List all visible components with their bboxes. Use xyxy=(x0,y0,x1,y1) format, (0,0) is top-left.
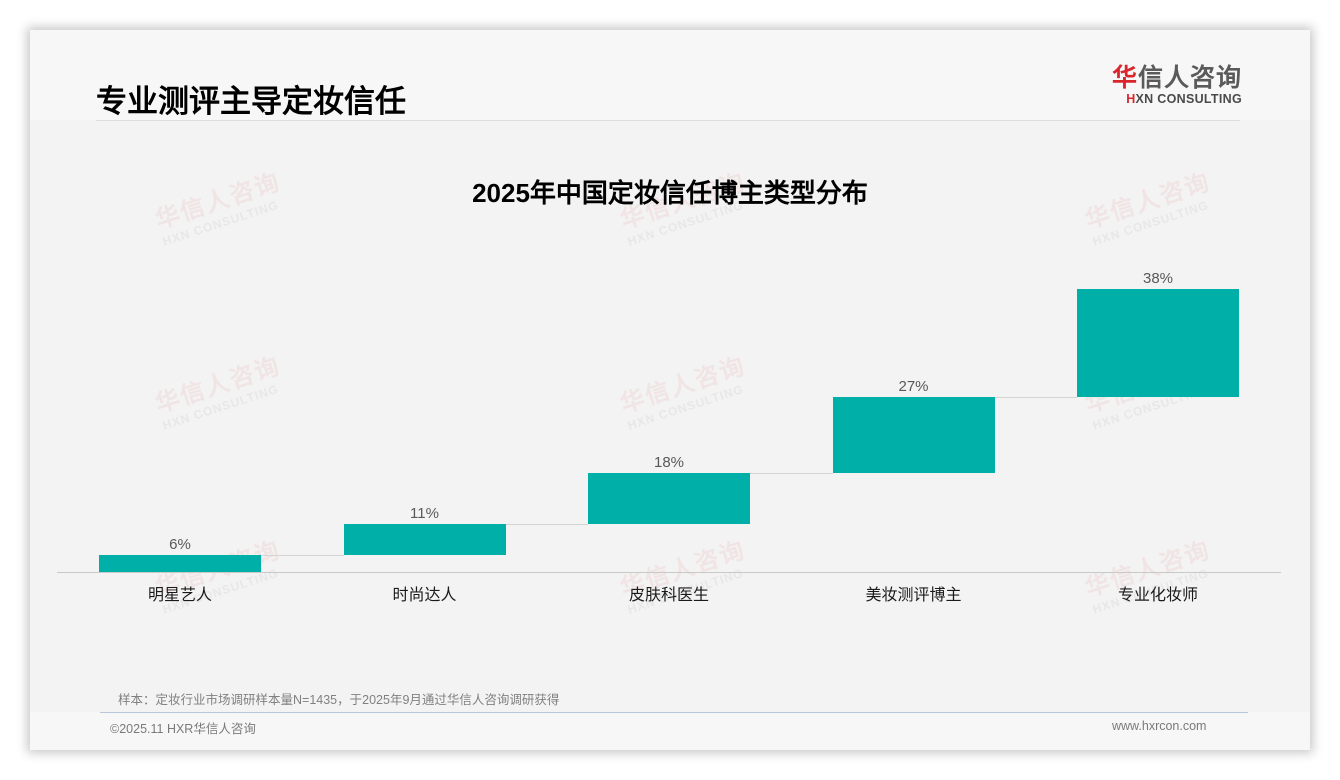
page-title: 专业测评主导定妆信任 xyxy=(96,84,406,119)
footer-band xyxy=(30,712,1310,750)
bar-value-label: 38% xyxy=(1142,270,1174,287)
sample-note: 样本：定妆行业市场调研样本量N=1435，于2025年9月通过华信人咨询调研获得 xyxy=(118,693,560,707)
bar-2 xyxy=(343,523,506,555)
logo-en: HXN CONSULTING xyxy=(1126,92,1242,106)
category-label: 皮肤科医生 xyxy=(628,587,709,604)
connector-line xyxy=(505,523,588,525)
waterfall-chart: 6% 明星艺人 11% 时尚达人 18% 皮肤科医生 27% 美妆测评博主 38% 专业化妆师 xyxy=(30,30,1310,750)
bar-3 xyxy=(588,472,750,524)
bar-value-label: 18% xyxy=(653,453,685,471)
category-label: 专业化妆师 xyxy=(1117,587,1198,604)
header-band xyxy=(30,30,1310,120)
website-link[interactable]: www.hxrcon.com xyxy=(1112,719,1207,733)
category-label: 明星艺人 xyxy=(147,587,212,604)
connector-line xyxy=(994,396,1077,398)
connector-line xyxy=(261,555,344,557)
footer-divider xyxy=(100,712,1248,713)
bar-value-label: 6% xyxy=(169,536,191,554)
category-label: 美妆测评博主 xyxy=(865,587,962,604)
bar-5 xyxy=(1077,289,1239,397)
x-axis-line xyxy=(57,572,1281,573)
slide: 专业测评主导定妆信任 华信人咨询 HXN CONSULTING 华信人咨询 HXN… xyxy=(30,30,1310,750)
copyright-text: ©2025.11 HXR华信人咨询 xyxy=(110,722,256,736)
bar-4 xyxy=(832,396,995,473)
title-divider xyxy=(96,120,1240,121)
logo-cn: 华信人咨询 xyxy=(1111,64,1242,92)
bar-1 xyxy=(99,555,261,572)
connector-line xyxy=(750,472,833,474)
chart-title: 2025年中国定妆信任博主类型分布 xyxy=(472,178,868,208)
company-logo: 华信人咨询 HXN CONSULTING xyxy=(1110,64,1242,106)
category-label: 时尚达人 xyxy=(392,587,457,604)
bar-value-label: 11% xyxy=(410,504,439,522)
bar-value-label: 27% xyxy=(898,377,929,395)
